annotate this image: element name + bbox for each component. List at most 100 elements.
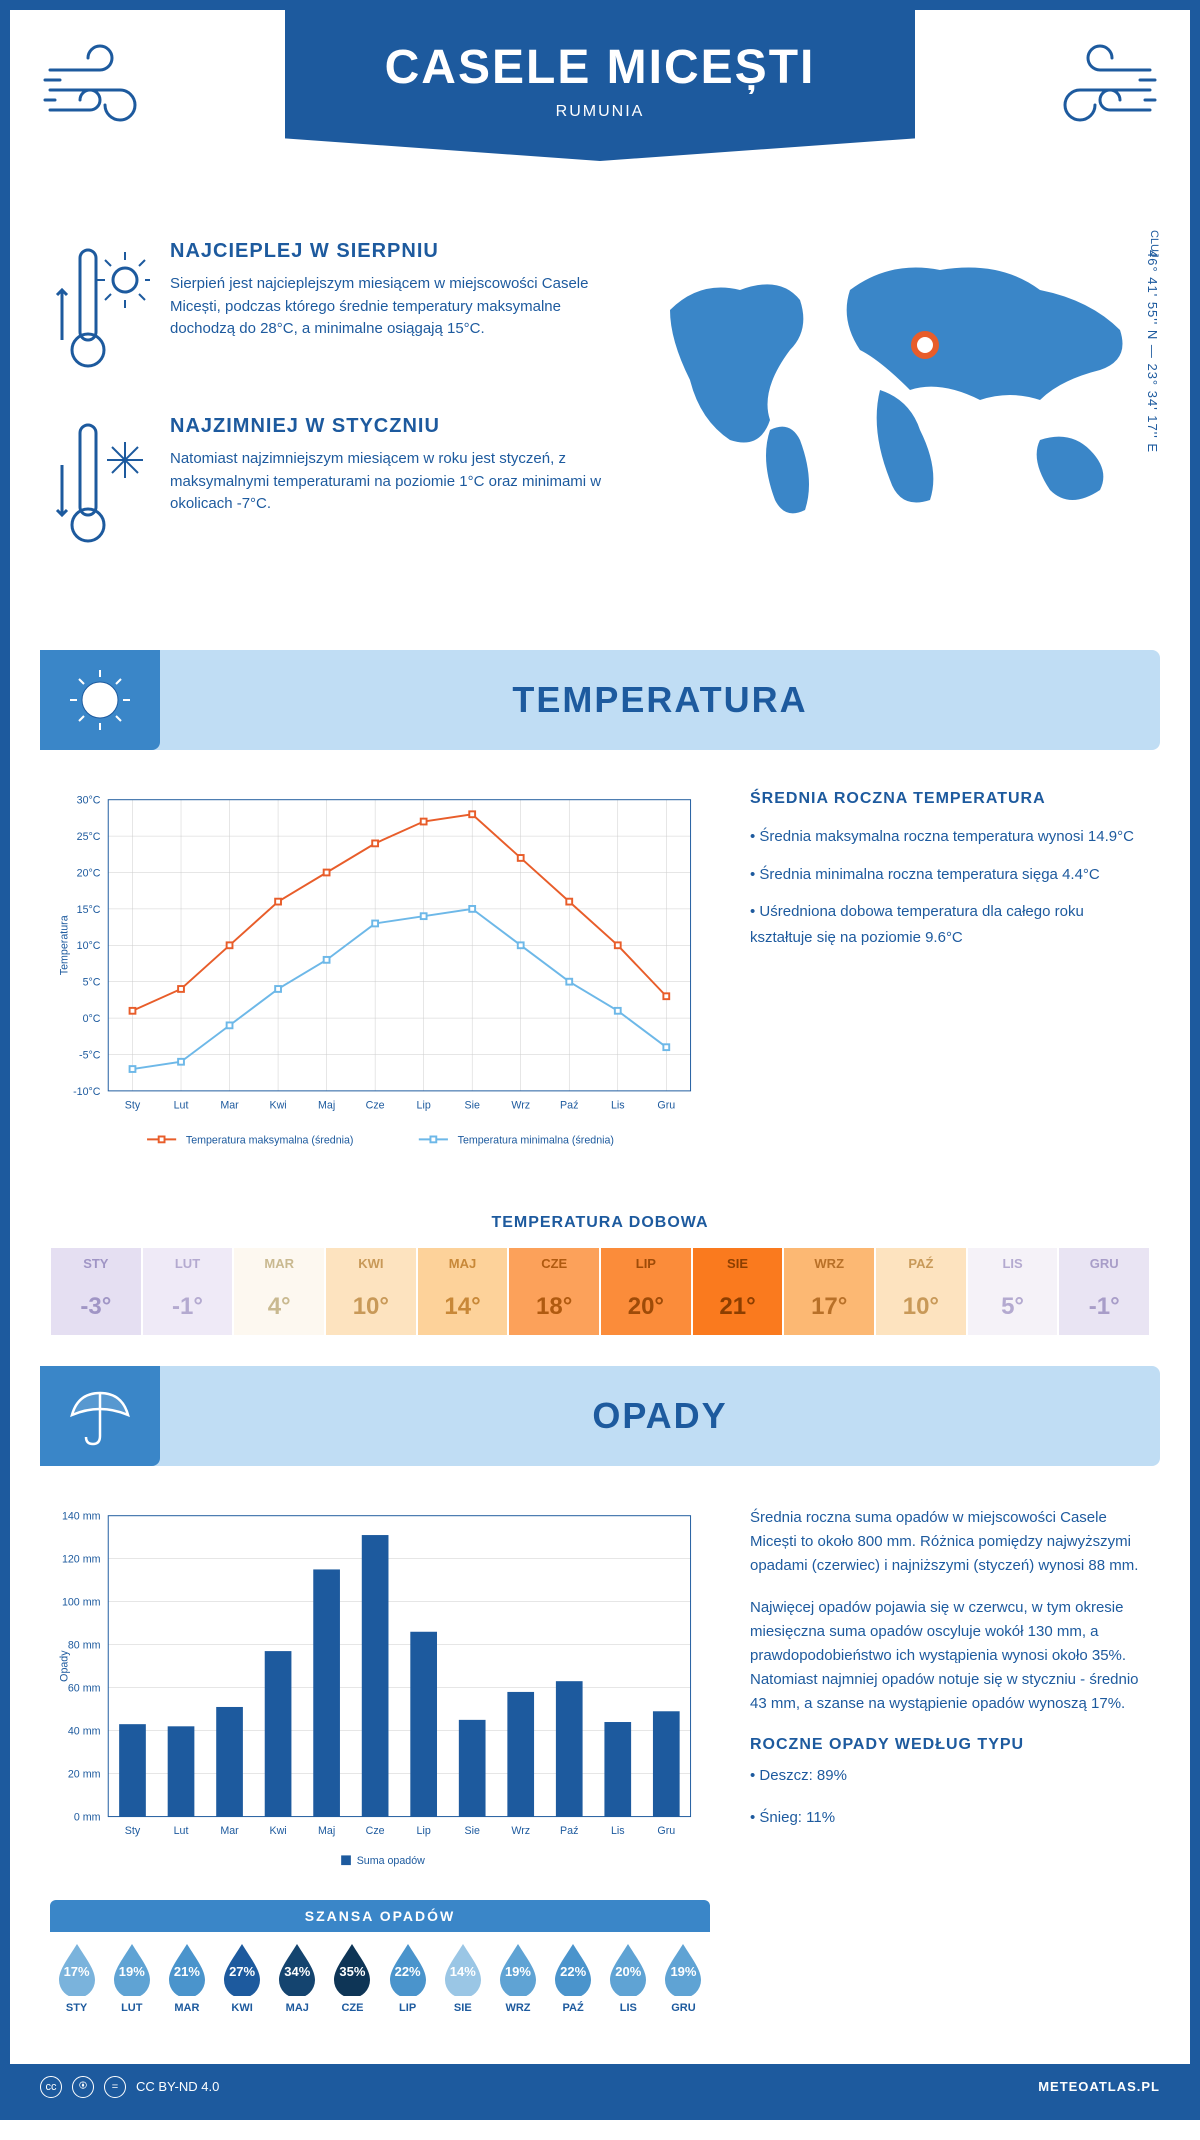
svg-text:5°C: 5°C: [83, 977, 101, 989]
svg-text:60 mm: 60 mm: [68, 1682, 101, 1694]
annual-temp-bullet: • Średnia minimalna roczna temperatura s…: [750, 862, 1150, 888]
daily-temp-cell: LIP20°: [600, 1247, 692, 1336]
svg-text:Wrz: Wrz: [511, 1099, 530, 1111]
page-title: CASELE MICEȘTI: [385, 40, 816, 95]
svg-text:Sie: Sie: [464, 1825, 479, 1837]
svg-text:20 mm: 20 mm: [68, 1768, 101, 1780]
thermometer-cold-icon: [50, 415, 150, 560]
temperature-section-header: TEMPERATURA: [40, 650, 1160, 750]
svg-text:Sty: Sty: [125, 1099, 141, 1111]
svg-text:30°C: 30°C: [77, 795, 101, 807]
sun-icon: [40, 650, 160, 750]
temperature-title: TEMPERATURA: [160, 679, 1160, 721]
daily-temp-cell: SIE21°: [692, 1247, 784, 1336]
umbrella-icon: [40, 1366, 160, 1466]
wind-icon: [40, 40, 170, 140]
svg-text:Suma opadów: Suma opadów: [357, 1855, 425, 1867]
daily-temp-cell: WRZ17°: [783, 1247, 875, 1336]
coldest-title: NAJZIMNIEJ W STYCZNIU: [170, 415, 630, 438]
svg-text:15°C: 15°C: [77, 904, 101, 916]
page-subtitle: RUMUNIA: [385, 103, 816, 121]
svg-text:Maj: Maj: [318, 1825, 335, 1837]
chance-cell: 35%CZE: [326, 1942, 379, 2014]
chance-cell: 22%PAŹ: [547, 1942, 600, 2014]
chance-cell: 21%MAR: [160, 1942, 213, 2014]
svg-text:Lis: Lis: [611, 1825, 625, 1837]
daily-temp-cell: MAR4°: [233, 1247, 325, 1336]
temperature-chart: -10°C-5°C0°C5°C10°C15°C20°C25°C30°CStyLu…: [50, 790, 710, 1164]
precip-type-bullet: • Deszcz: 89%: [750, 1764, 1150, 1788]
svg-text:20°C: 20°C: [77, 867, 101, 879]
precipitation-section-header: OPADY: [40, 1366, 1160, 1466]
cc-icon: cc: [40, 2076, 62, 2098]
warmest-title: NAJCIEPLEJ W SIERPNIU: [170, 240, 630, 263]
precipitation-title: OPADY: [160, 1395, 1160, 1437]
svg-text:Paź: Paź: [560, 1825, 578, 1837]
nd-icon: =: [104, 2076, 126, 2098]
svg-text:Sty: Sty: [125, 1825, 141, 1837]
daily-temp-cell: LIS5°: [967, 1247, 1059, 1336]
precip-type-title: ROCZNE OPADY WEDŁUG TYPU: [750, 1736, 1150, 1754]
svg-text:100 mm: 100 mm: [62, 1596, 101, 1608]
thermometer-hot-icon: [50, 240, 150, 385]
chance-cell: 14%SIE: [436, 1942, 489, 2014]
chance-title: SZANSA OPADÓW: [50, 1900, 710, 1932]
svg-text:Mar: Mar: [220, 1099, 239, 1111]
precip-type-bullet: • Śnieg: 11%: [750, 1806, 1150, 1830]
svg-text:Gru: Gru: [657, 1825, 675, 1837]
svg-text:Temperatura maksymalna (średni: Temperatura maksymalna (średnia): [186, 1134, 354, 1146]
precip-text: Średnia roczna suma opadów w miejscowośc…: [750, 1506, 1150, 1578]
coldest-text: Natomiast najzimniejszym miesiącem w rok…: [170, 448, 630, 516]
svg-text:Temperatura: Temperatura: [58, 915, 70, 975]
chance-cell: 34%MAJ: [271, 1942, 324, 2014]
daily-temp-cell: GRU-1°: [1058, 1247, 1150, 1336]
wind-icon: [1030, 40, 1160, 140]
chance-cell: 19%LUT: [105, 1942, 158, 2014]
svg-text:Temperatura minimalna (średnia: Temperatura minimalna (średnia): [458, 1134, 614, 1146]
svg-text:Lis: Lis: [611, 1099, 625, 1111]
svg-text:Kwi: Kwi: [269, 1099, 286, 1111]
footer: cc 🅯 = CC BY-ND 4.0 METEOATLAS.PL: [10, 2064, 1190, 2110]
annual-temp-bullet: • Uśredniona dobowa temperatura dla całe…: [750, 899, 1150, 950]
daily-temp-cell: PAŹ10°: [875, 1247, 967, 1336]
svg-text:25°C: 25°C: [77, 831, 101, 843]
annual-temp-bullet: • Średnia maksymalna roczna temperatura …: [750, 824, 1150, 850]
svg-text:Gru: Gru: [657, 1099, 675, 1111]
svg-text:Cze: Cze: [366, 1099, 385, 1111]
svg-text:Lut: Lut: [174, 1825, 189, 1837]
license-text: CC BY-ND 4.0: [136, 2079, 219, 2094]
daily-temp-cell: LUT-1°: [142, 1247, 234, 1336]
daily-temp-cell: CZE18°: [508, 1247, 600, 1336]
daily-temp-cell: KWI10°: [325, 1247, 417, 1336]
intro-section: NAJCIEPLEJ W SIERPNIU Sierpień jest najc…: [10, 210, 1190, 620]
warmest-block: NAJCIEPLEJ W SIERPNIU Sierpień jest najc…: [50, 240, 630, 385]
site-name: METEOATLAS.PL: [1038, 2079, 1160, 2094]
svg-text:-10°C: -10°C: [73, 1086, 101, 1098]
daily-temp-cell: STY-3°: [50, 1247, 142, 1336]
svg-text:Paź: Paź: [560, 1099, 578, 1111]
svg-text:Lip: Lip: [417, 1099, 431, 1111]
svg-text:Kwi: Kwi: [269, 1825, 286, 1837]
precip-text: Najwięcej opadów pojawia się w czerwcu, …: [750, 1596, 1150, 1716]
svg-text:Maj: Maj: [318, 1099, 335, 1111]
svg-text:Wrz: Wrz: [511, 1825, 530, 1837]
warmest-text: Sierpień jest najcieplejszym miesiącem w…: [170, 273, 630, 341]
chance-cell: 27%KWI: [216, 1942, 269, 2014]
header: CASELE MICEȘTI RUMUNIA: [10, 10, 1190, 210]
chance-cell: 17%STY: [50, 1942, 103, 2014]
precipitation-chart: 0 mm20 mm40 mm60 mm80 mm100 mm120 mm140 …: [50, 1506, 710, 1880]
svg-text:10°C: 10°C: [77, 940, 101, 952]
annual-temp-title: ŚREDNIA ROCZNA TEMPERATURA: [750, 790, 1150, 808]
svg-text:Sie: Sie: [464, 1099, 479, 1111]
by-icon: 🅯: [72, 2076, 94, 2098]
svg-text:40 mm: 40 mm: [68, 1725, 101, 1737]
daily-temp-title: TEMPERATURA DOBOWA: [10, 1214, 1190, 1232]
svg-text:0 mm: 0 mm: [74, 1811, 101, 1823]
chance-cell: 20%LIS: [602, 1942, 655, 2014]
coldest-block: NAJZIMNIEJ W STYCZNIU Natomiast najzimni…: [50, 415, 630, 560]
chance-cell: 19%GRU: [657, 1942, 710, 2014]
svg-text:80 mm: 80 mm: [68, 1639, 101, 1651]
chance-cell: 19%WRZ: [491, 1942, 544, 2014]
precipitation-chance-box: SZANSA OPADÓW 17%STY19%LUT21%MAR27%KWI34…: [50, 1900, 710, 2024]
chance-cell: 22%LIP: [381, 1942, 434, 2014]
